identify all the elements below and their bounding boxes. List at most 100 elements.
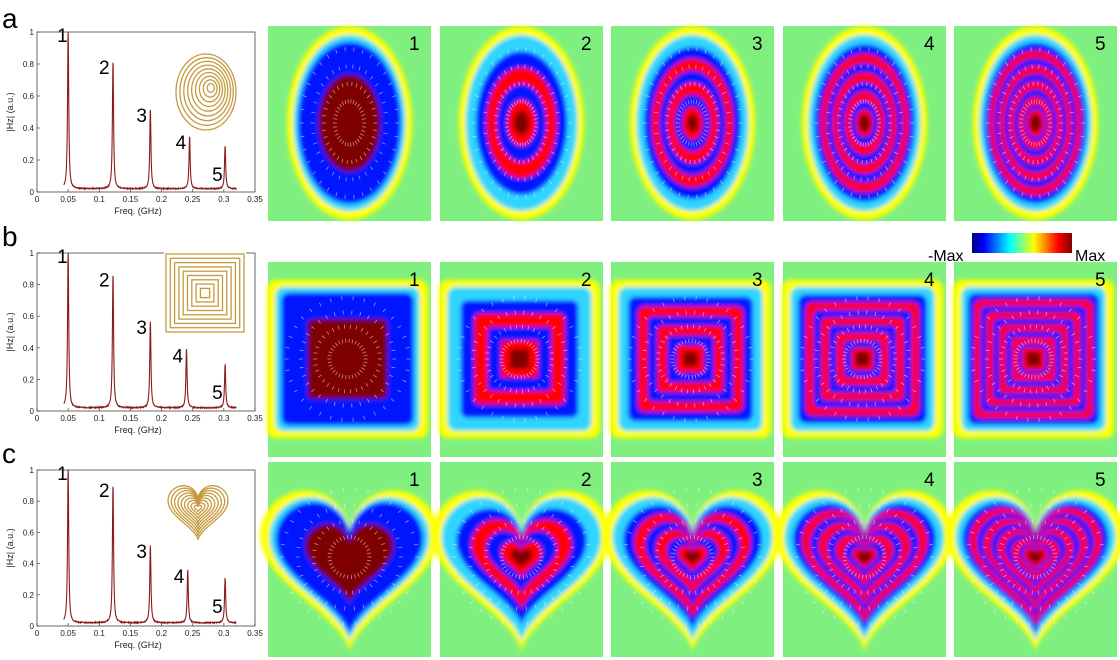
peak-label: 5 bbox=[212, 383, 223, 404]
field-map-row-b: 1 2 3 4 5 bbox=[266, 262, 1117, 457]
mode-number-label: 4 bbox=[924, 470, 935, 491]
y-tick-label: 0.4 bbox=[23, 344, 35, 353]
colorbar-max-label: Max bbox=[1075, 248, 1105, 265]
colorbar: -Max Max bbox=[928, 233, 1105, 265]
mode-number-label: 1 bbox=[409, 270, 420, 291]
field-pattern bbox=[266, 279, 429, 439]
x-tick-label: 0.3 bbox=[218, 414, 230, 423]
field-pattern bbox=[286, 26, 413, 220]
field-map-b-mode-3: 3 bbox=[609, 262, 774, 457]
x-tick-label: 0.35 bbox=[247, 629, 263, 638]
field-map-a-mode-5: 5 bbox=[954, 26, 1117, 221]
mode-number-label: 2 bbox=[581, 270, 592, 291]
spectrum-line bbox=[63, 252, 237, 411]
y-tick-label: 1 bbox=[30, 28, 35, 37]
field-pattern bbox=[801, 26, 928, 220]
field-arrows bbox=[965, 487, 1106, 627]
mode-number-label: 3 bbox=[752, 470, 763, 491]
x-tick-label: 0.35 bbox=[247, 414, 263, 423]
peak-label: 2 bbox=[99, 481, 110, 502]
x-tick-label: 0.3 bbox=[218, 195, 230, 204]
peak-label: 2 bbox=[99, 271, 110, 292]
field-pattern bbox=[458, 26, 585, 220]
peak-label: 4 bbox=[174, 567, 185, 588]
field-arrows bbox=[627, 296, 754, 422]
field-pattern bbox=[945, 490, 1120, 653]
panel-label-a: a bbox=[2, 3, 18, 34]
spectrum-plot-c: 0 0.05 0.1 0.15 0.2 0.25 0.3 0.35 0 0.2 0.4 0.6 0.8 1… bbox=[2, 438, 263, 650]
field-map-a-mode-3: 3 bbox=[611, 26, 774, 221]
y-tick-label: 0.8 bbox=[23, 60, 35, 69]
spectrum-line bbox=[63, 31, 237, 192]
field-map-a-mode-2: 2 bbox=[440, 26, 603, 221]
field-map-a-mode-4: 4 bbox=[783, 26, 946, 221]
spectrum-plot-a: 0 0.05 0.1 0.15 0.2 0.25 0.3 0.35 0 0.2 0.4 0.6 0.8 1… bbox=[2, 3, 263, 216]
field-arrows bbox=[279, 487, 420, 627]
y-tick-label: 0 bbox=[30, 622, 35, 631]
mode-number-label: 1 bbox=[409, 470, 420, 491]
y-tick-label: 1 bbox=[30, 249, 35, 258]
field-pattern bbox=[602, 490, 783, 653]
x-tick-label: 0.1 bbox=[94, 195, 106, 204]
peak-label: 1 bbox=[57, 464, 68, 485]
field-map-c-mode-2: 2 bbox=[431, 462, 612, 657]
y-tick-label: 0.2 bbox=[23, 591, 35, 600]
y-axis-label: |Hz| (a.u.) bbox=[5, 312, 15, 351]
mode-number-label: 5 bbox=[1095, 470, 1106, 491]
x-axis-label: Freq. (GHz) bbox=[114, 206, 162, 216]
field-arrows bbox=[642, 47, 743, 199]
peak-label: 5 bbox=[212, 597, 223, 618]
field-arrows bbox=[970, 296, 1097, 422]
field-map-b-mode-5: 5 bbox=[952, 262, 1117, 457]
field-map-row-c: 1 2 3 4 5 bbox=[259, 462, 1120, 657]
mode-number-label: 1 bbox=[409, 34, 420, 55]
field-pattern bbox=[629, 26, 756, 220]
y-tick-label: 0 bbox=[30, 188, 35, 197]
peak-label: 3 bbox=[136, 542, 147, 563]
peak-label: 4 bbox=[172, 347, 183, 368]
mode-number-label: 2 bbox=[581, 34, 592, 55]
field-arrows bbox=[284, 296, 411, 422]
field-arrows bbox=[814, 47, 915, 199]
y-axis-label: |Hz| (a.u.) bbox=[5, 92, 15, 131]
x-tick-label: 0.05 bbox=[60, 414, 76, 423]
y-tick-label: 0.6 bbox=[23, 92, 35, 101]
mode-number-label: 4 bbox=[924, 270, 935, 291]
y-tick-label: 0.6 bbox=[23, 312, 35, 321]
x-tick-label: 0.2 bbox=[156, 414, 168, 423]
field-arrows bbox=[799, 296, 926, 422]
x-tick-label: 0.1 bbox=[94, 629, 106, 638]
field-map-c-mode-4: 4 bbox=[774, 462, 955, 657]
x-axis-label: Freq. (GHz) bbox=[114, 640, 162, 650]
peak-label: 1 bbox=[57, 26, 68, 47]
field-arrows bbox=[451, 487, 592, 627]
mode-number-label: 2 bbox=[581, 470, 592, 491]
x-tick-label: 0 bbox=[35, 195, 40, 204]
field-map-a-mode-1: 1 bbox=[268, 26, 431, 221]
inset-coil-square bbox=[164, 252, 246, 334]
x-tick-label: 0 bbox=[35, 629, 40, 638]
panel-label-b: b bbox=[2, 221, 18, 252]
peak-label: 2 bbox=[99, 58, 110, 79]
field-map-b-mode-4: 4 bbox=[781, 262, 946, 457]
y-axis-label: |Hz| (a.u.) bbox=[5, 528, 15, 567]
x-tick-label: 0.25 bbox=[185, 629, 201, 638]
spectrum-plots: 0 0.05 0.1 0.15 0.2 0.25 0.3 0.3500.20.40.60.81… bbox=[2, 3, 263, 650]
y-tick-label: 0.2 bbox=[23, 375, 35, 384]
x-tick-label: 0.15 bbox=[123, 414, 139, 423]
mode-number-label: 3 bbox=[752, 34, 763, 55]
y-tick-label: 0.6 bbox=[23, 528, 35, 537]
x-tick-label: 0 bbox=[35, 414, 40, 423]
y-tick-label: 1 bbox=[30, 466, 35, 475]
peak-label: 1 bbox=[57, 247, 68, 268]
field-pattern bbox=[972, 26, 1099, 220]
field-pattern bbox=[774, 490, 955, 653]
y-tick-label: 0 bbox=[30, 407, 35, 416]
x-tick-label: 0.2 bbox=[156, 629, 168, 638]
colorbar-min-label: -Max bbox=[928, 248, 964, 265]
x-tick-label: 0.05 bbox=[60, 629, 76, 638]
field-arrows bbox=[985, 47, 1086, 199]
field-map-b-mode-2: 2 bbox=[438, 262, 603, 457]
y-tick-label: 0.8 bbox=[23, 497, 35, 506]
